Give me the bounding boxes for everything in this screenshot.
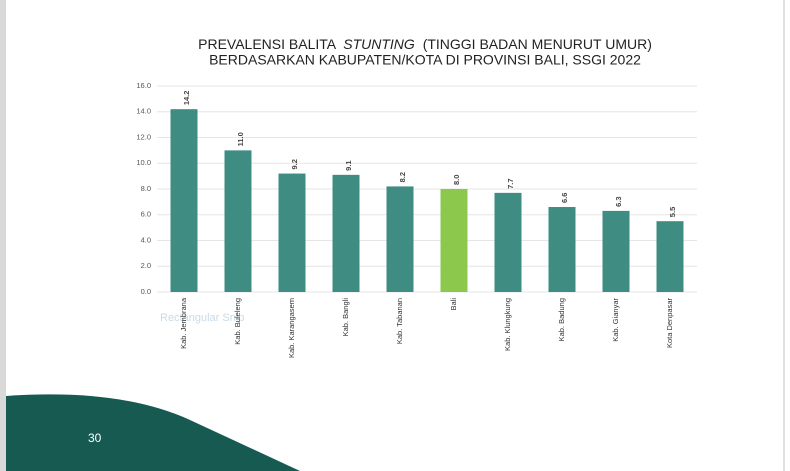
bar bbox=[170, 109, 198, 292]
x-tick-label: Kab. Buleleng bbox=[233, 298, 242, 345]
bar bbox=[602, 210, 630, 292]
bar bbox=[278, 173, 306, 292]
bar bbox=[332, 174, 360, 292]
snip-overlay: Rectangular Snip bbox=[160, 312, 244, 324]
bar bbox=[224, 150, 252, 292]
x-tick-label: Kab. Gianyar bbox=[611, 298, 620, 342]
title-part: PREVALENSI BALITA bbox=[198, 36, 337, 52]
x-tick-label: Kab. Klungkung bbox=[503, 298, 512, 351]
value-label: 8.0 bbox=[452, 175, 461, 185]
corner-shape bbox=[6, 394, 300, 471]
value-label: 9.1 bbox=[344, 160, 353, 170]
value-label: 6.6 bbox=[560, 193, 569, 203]
title-part: STUNTING bbox=[343, 36, 415, 52]
y-tick-label: 6.0 bbox=[141, 210, 151, 219]
y-tick-label: 8.0 bbox=[141, 184, 151, 193]
title-part: (TINGGI BADAN MENURUT UMUR) bbox=[423, 36, 652, 52]
x-tick-label: Kota Denpasar bbox=[665, 298, 674, 349]
x-tick-label: Kab. Karangasem bbox=[287, 298, 296, 358]
y-tick-label: 10.0 bbox=[136, 158, 151, 167]
bar bbox=[386, 186, 414, 292]
y-tick-label: 14.0 bbox=[136, 107, 151, 116]
y-tick-label: 4.0 bbox=[141, 235, 151, 244]
left-edge bbox=[0, 0, 6, 471]
chart-title: PREVALENSI BALITA STUNTING (TINGGI BADAN… bbox=[198, 36, 652, 52]
chart-title: BERDASARKAN KABUPATEN/KOTA DI PROVINSI B… bbox=[209, 52, 641, 68]
right-edge bbox=[783, 0, 785, 471]
y-tick-label: 16.0 bbox=[136, 81, 151, 90]
value-label: 8.2 bbox=[398, 172, 407, 182]
value-label: 9.2 bbox=[290, 159, 299, 169]
x-tick-label: Kab. Badung bbox=[557, 298, 566, 341]
x-tick-label: Kab. Bangli bbox=[341, 298, 350, 337]
x-tick-label: Kab. Jembrana bbox=[179, 297, 188, 349]
value-label: 7.7 bbox=[506, 178, 515, 188]
x-tick-label: Bali bbox=[449, 298, 458, 311]
bar bbox=[440, 189, 468, 292]
bar bbox=[656, 221, 684, 292]
value-label: 6.3 bbox=[614, 196, 623, 206]
page-number: 30 bbox=[88, 431, 102, 445]
x-tick-label: Kab. Tabanan bbox=[395, 298, 404, 344]
bar bbox=[494, 192, 522, 292]
bar bbox=[548, 207, 576, 292]
value-label: 5.5 bbox=[668, 207, 677, 217]
y-tick-label: 12.0 bbox=[136, 132, 151, 141]
y-tick-label: 0.0 bbox=[141, 287, 151, 296]
chart: 0.0 2.0 4.0 6.0 8.0 10.0 12.0 14.0 16.0 14.2 Kab. … bbox=[136, 81, 697, 358]
value-label: 14.2 bbox=[182, 91, 191, 106]
y-tick-label: 2.0 bbox=[141, 261, 151, 270]
value-label: 11.0 bbox=[236, 132, 245, 146]
